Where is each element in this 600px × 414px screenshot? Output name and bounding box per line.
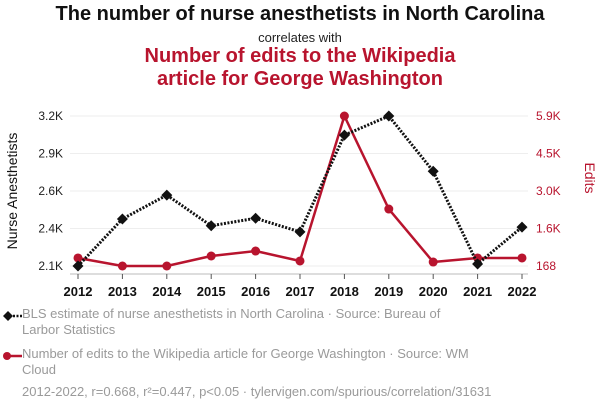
- series-nurse-anesthetists-point: [516, 221, 528, 233]
- x-tick-label: 2018: [330, 284, 359, 299]
- series-nurse-anesthetists-point: [383, 110, 395, 122]
- right-axis-label: Edits: [582, 162, 598, 193]
- series-edits-point: [428, 257, 438, 267]
- left-tick-label: 2.6K: [38, 184, 63, 198]
- chart-title: The number of nurse anesthetists in Nort…: [55, 3, 545, 25]
- series-nurse-anesthetists-point: [472, 258, 484, 270]
- legend-item-nurse-anesthetists-line2: Larbor Statistics: [22, 322, 116, 337]
- series-edits-point: [117, 261, 127, 271]
- series-edits-point: [251, 246, 261, 256]
- series-edits-point: [339, 111, 349, 121]
- x-tick-label: 2017: [286, 284, 315, 299]
- x-tick-label: 2015: [197, 284, 226, 299]
- x-tick-label: 2022: [508, 284, 537, 299]
- footer-stats: 2012-2022, r=0.668, r²=0.447, p<0.05 · t…: [22, 384, 492, 399]
- series-nurse-anesthetists-point: [161, 189, 173, 201]
- legend-item-edits-line2: Cloud: [22, 362, 56, 377]
- left-tick-label: 3.2K: [38, 109, 63, 123]
- series-nurse-anesthetists-point: [294, 226, 306, 238]
- x-axis-ticks: 2012 2013 2014 2015 2016 2017 2018 2019 2020 2021…: [64, 274, 537, 299]
- series-edits-point: [73, 253, 83, 263]
- legend-item-nurse-anesthetists-line1: BLS estimate of nurse anesthetists in No…: [22, 306, 441, 321]
- chart-plot: 2.1K 2.4K 2.6K 2.9K 3.2K 168 1.6K 3.0K 4.5K 5.9K…: [4, 109, 598, 299]
- chart-title-secondary-line1: Number of edits to the Wikipedia: [144, 45, 456, 67]
- x-tick-label: 2019: [374, 284, 403, 299]
- series-nurse-anesthetists-point: [72, 260, 84, 272]
- right-tick-label: 4.5K: [536, 147, 561, 161]
- right-tick-label: 5.9K: [536, 109, 561, 123]
- x-tick-label: 2012: [64, 284, 93, 299]
- series-edits-point: [162, 261, 172, 271]
- legend-item-edits-line1: Number of edits to the Wikipedia article…: [22, 346, 469, 361]
- right-axis-ticks: 168 1.6K 3.0K 4.5K 5.9K: [536, 109, 561, 273]
- legend-item-nurse-anesthetists: BLS estimate of nurse anesthetists in No…: [22, 306, 522, 338]
- left-axis-ticks: 2.1K 2.4K 2.6K 2.9K 3.2K: [38, 109, 63, 273]
- x-tick-label: 2020: [419, 284, 448, 299]
- x-tick-label: 2014: [152, 284, 182, 299]
- legend-dotted-diamond-icon: [2, 310, 22, 322]
- x-tick-label: 2013: [108, 284, 137, 299]
- series-nurse-anesthetists-point: [427, 165, 439, 177]
- series-edits-point: [295, 256, 305, 266]
- legend-item-edits: Number of edits to the Wikipedia article…: [22, 346, 522, 378]
- x-tick-label: 2021: [463, 284, 492, 299]
- series-nurse-anesthetists-point: [338, 129, 350, 141]
- right-tick-label: 168: [536, 259, 556, 273]
- series-nurse-anesthetists-point: [250, 212, 262, 224]
- left-tick-label: 2.9K: [38, 147, 63, 161]
- series-nurse-anesthetists: [72, 110, 528, 272]
- series-edits-point: [206, 251, 216, 261]
- series-nurse-anesthetists-point: [116, 213, 128, 225]
- left-tick-label: 2.4K: [38, 222, 63, 236]
- left-tick-label: 2.1K: [38, 259, 63, 273]
- series-edits-point: [384, 204, 394, 214]
- x-tick-label: 2016: [241, 284, 270, 299]
- series-nurse-anesthetists-point: [205, 220, 217, 232]
- series-edits-point: [517, 253, 527, 263]
- chart-subtitle: correlates with: [258, 30, 342, 45]
- right-tick-label: 3.0K: [536, 184, 561, 198]
- legend-line-circle-icon: [2, 350, 22, 362]
- chart-title-secondary-line2: article for George Washington: [157, 68, 443, 90]
- gridlines: [70, 115, 528, 267]
- right-tick-label: 1.6K: [536, 222, 561, 236]
- left-axis-label: Nurse Anesthetists: [4, 133, 20, 250]
- chart-title-secondary: Number of edits to the Wikipedia article…: [0, 45, 600, 91]
